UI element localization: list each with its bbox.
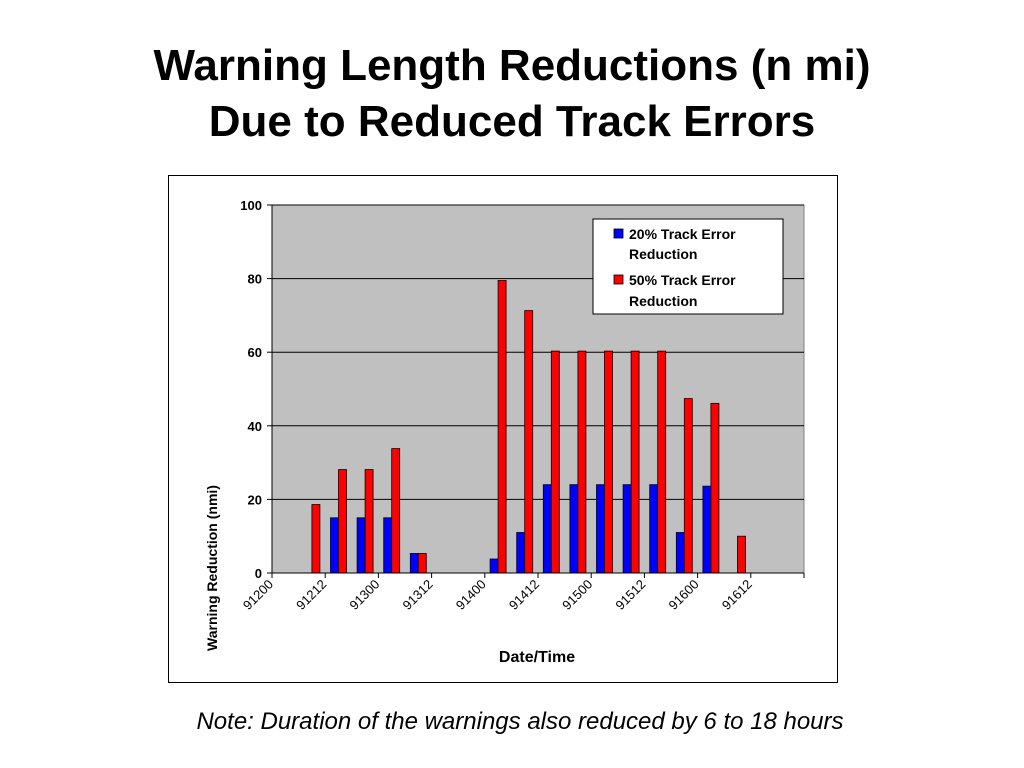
x-tick-label: 91312: [400, 577, 436, 613]
bars: [311, 280, 746, 574]
y-axis-label: Warning Reduction (nmi): [204, 485, 220, 651]
x-tick-label: 91412: [506, 577, 542, 613]
bar-20-91300: [383, 517, 393, 574]
axes: [267, 204, 805, 578]
legend-swatch-20: [613, 228, 624, 239]
legend-box: [592, 218, 784, 315]
x-tick-label: 91600: [666, 577, 702, 613]
bar-50-91212: [338, 469, 347, 574]
bar-50-91506: [630, 350, 640, 574]
x-tick-label: 91512: [612, 577, 648, 613]
y-tick-label: 20: [248, 492, 262, 507]
x-tick-label: 91500: [559, 577, 595, 613]
chart-frame: 0 20 40 60 80 100 91200 91212 91300 91312 91400 91…: [168, 175, 838, 683]
bar-50-91600: [710, 402, 720, 574]
y-tick-label: 0: [255, 566, 262, 581]
bar-20-91500: [596, 484, 605, 574]
y-tick-label: 40: [248, 419, 262, 434]
bar-50-91218: [364, 469, 374, 574]
legend: 20% Track Error Reduction 50% Track Erro…: [592, 218, 784, 315]
bar-20-91400: [489, 558, 499, 574]
y-tick-label: 100: [240, 198, 262, 213]
y-tick-label: 60: [248, 345, 262, 360]
bar-20-91406: [516, 532, 526, 574]
bar-50-91500: [604, 350, 613, 574]
bar-50-91306: [417, 553, 427, 574]
legend-entry-50-line-2: Reduction: [629, 293, 697, 309]
bar-50-91300: [391, 448, 401, 574]
x-tick-label: 91212: [293, 577, 329, 613]
x-tick-label: 91612: [719, 577, 755, 613]
slide-title-line-1: Warning Length Reductions (n mi): [153, 41, 871, 90]
bar-20-91518: [675, 532, 685, 574]
legend-entry-50-line-1: 50% Track Error: [629, 272, 736, 288]
bar-20-91306: [409, 553, 419, 574]
bar-20-91506: [622, 484, 632, 574]
bar-20-91212: [330, 517, 339, 574]
legend-entry-20-line-1: 20% Track Error: [629, 226, 736, 242]
x-tick-label: 91200: [240, 577, 276, 613]
bar-50-91606: [737, 535, 746, 574]
bar-20-91418: [569, 484, 579, 574]
bar-50-91206: [311, 504, 321, 574]
bar-50-91512: [657, 350, 667, 574]
x-tick-label: 91300: [346, 577, 382, 613]
footnote: Note: Duration of the warnings also redu…: [196, 708, 844, 735]
x-tick-labels: 91200 91212 91300 91312 91400 91412 91500 91512…: [240, 577, 755, 613]
legend-entry-20-line-2: Reduction: [629, 246, 697, 262]
bar-50-91412: [550, 350, 560, 574]
y-tick-label: 80: [248, 272, 262, 287]
y-tick-labels: 0 20 40 60 80 100: [240, 198, 262, 581]
bar-20-91412: [542, 484, 552, 574]
bar-20-91512: [649, 484, 659, 574]
bar-20-91218: [356, 517, 366, 574]
bar-50-91400: [497, 280, 507, 574]
bar-50-91518: [683, 398, 693, 574]
legend-swatch-50: [613, 274, 624, 285]
bar-50-91406: [524, 310, 534, 574]
slide-title-line-2: Due to Reduced Track Errors: [208, 97, 816, 146]
bar-20-91600: [702, 485, 712, 574]
x-tick-label: 91400: [453, 577, 489, 613]
x-axis-label: Date/Time: [499, 649, 575, 666]
bar-50-91418: [577, 350, 587, 574]
slide-title: Warning Length Reductions (n mi) Due to …: [0, 38, 1024, 150]
